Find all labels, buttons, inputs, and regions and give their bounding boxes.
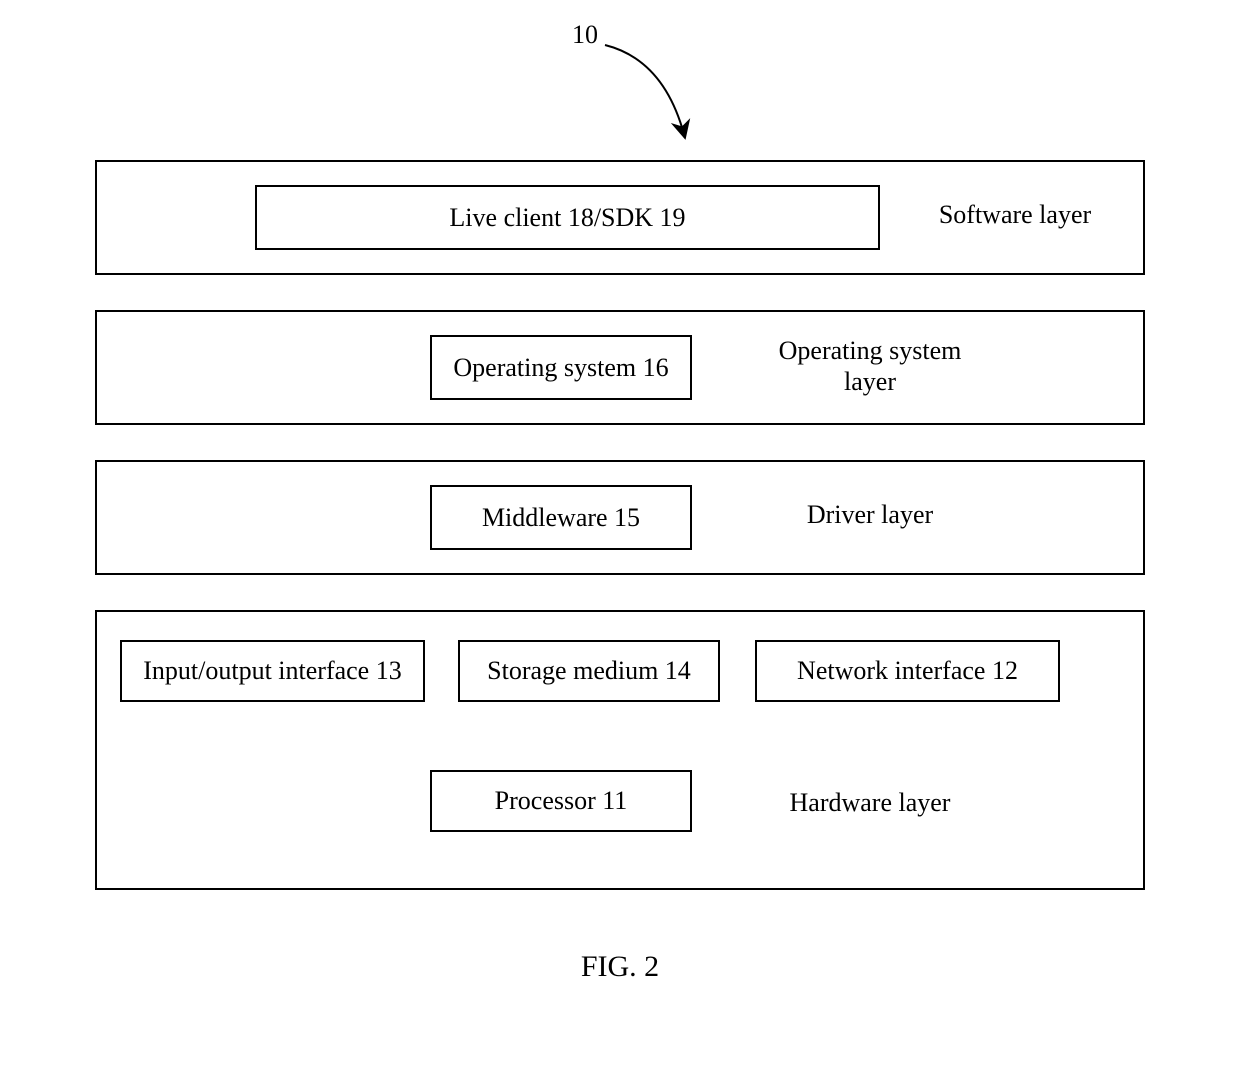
os-layer-label-line1: Operating system [779,336,962,365]
software-layer-label: Software layer [905,200,1125,230]
network-interface-box: Network interface 12 [755,640,1060,702]
hardware-layer-label: Hardware layer [740,788,1000,818]
os-layer-label-line2: layer [844,367,896,396]
figure-caption: FIG. 2 [520,950,720,984]
live-client-sdk-box: Live client 18/SDK 19 [255,185,880,250]
operating-system-box: Operating system 16 [430,335,692,400]
middleware-box: Middleware 15 [430,485,692,550]
io-interface-text: Input/output interface 13 [143,656,401,686]
storage-medium-text: Storage medium 14 [487,656,691,686]
io-interface-box: Input/output interface 13 [120,640,425,702]
storage-medium-box: Storage medium 14 [458,640,720,702]
os-layer-label: Operating system layer [720,335,1020,397]
processor-text: Processor 11 [495,786,628,816]
operating-system-text: Operating system 16 [453,353,668,383]
diagram-canvas: 10 Live client 18/SDK 19 Software layer … [0,0,1240,1076]
middleware-text: Middleware 15 [482,503,640,533]
driver-layer-label: Driver layer [740,500,1000,530]
network-interface-text: Network interface 12 [797,656,1018,686]
live-client-sdk-text: Live client 18/SDK 19 [449,203,685,233]
processor-box: Processor 11 [430,770,692,832]
